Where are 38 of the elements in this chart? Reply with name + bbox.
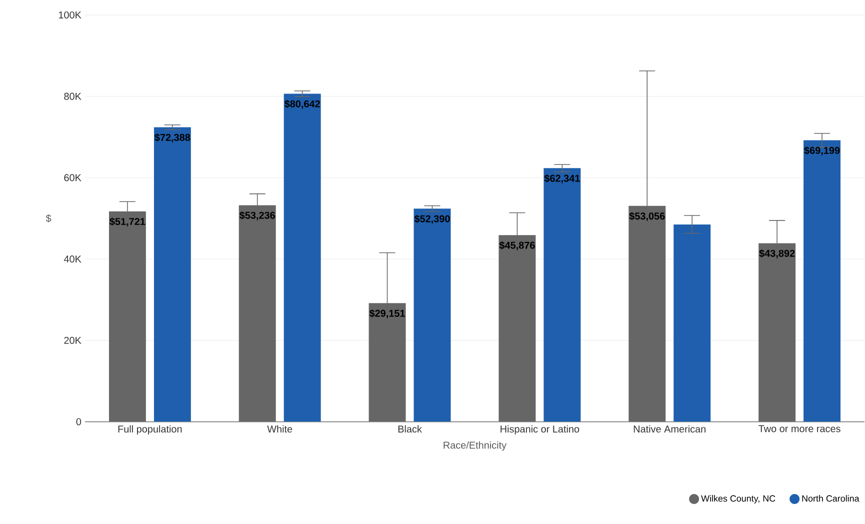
y-tick-label: 60K — [64, 174, 82, 182]
y-tick-label: 40K — [64, 256, 82, 263]
bar — [284, 94, 321, 422]
data-label: $29,151 — [369, 309, 405, 318]
x-tick-label: Native American — [634, 425, 706, 433]
x-tick-label: Full population — [118, 425, 182, 435]
data-label: $53,236 — [239, 212, 275, 220]
x-axis-title: Race/Ethnicity — [444, 442, 507, 451]
bar — [758, 243, 796, 422]
bar — [108, 212, 146, 422]
bar — [804, 140, 841, 422]
x-tick-label: Hispanic or Latino — [500, 425, 580, 435]
data-label: $53,056 — [629, 212, 665, 222]
data-label: $72,388 — [154, 134, 190, 143]
bar — [674, 224, 711, 422]
x-tick-label: Two or more races — [758, 425, 840, 432]
data-label: $51,721 — [110, 218, 146, 227]
data-label: $45,876 — [499, 241, 535, 250]
x-tick-label: Black — [398, 425, 422, 433]
bar — [154, 127, 191, 422]
data-label: $80,642 — [284, 100, 320, 109]
data-label: $52,390 — [414, 214, 450, 224]
y-tick-label: 80K — [64, 92, 82, 100]
y-tick-label: 20K — [64, 337, 82, 344]
legend-label: Wilkes County, NC — [701, 495, 776, 504]
bar — [368, 303, 406, 422]
bar — [544, 168, 581, 422]
legend-label: North Carolina — [802, 495, 860, 502]
y-axis-title: $ — [46, 214, 52, 223]
bar — [238, 205, 276, 422]
data-label: $43,892 — [759, 250, 795, 258]
bar — [414, 208, 451, 422]
x-tick-label: White — [267, 425, 292, 433]
data-label: $62,341 — [544, 174, 580, 184]
y-tick-label: 100K — [58, 12, 82, 19]
y-tick-label: 0 — [76, 418, 82, 426]
bar — [498, 235, 536, 422]
data-label: $69,199 — [804, 146, 840, 156]
